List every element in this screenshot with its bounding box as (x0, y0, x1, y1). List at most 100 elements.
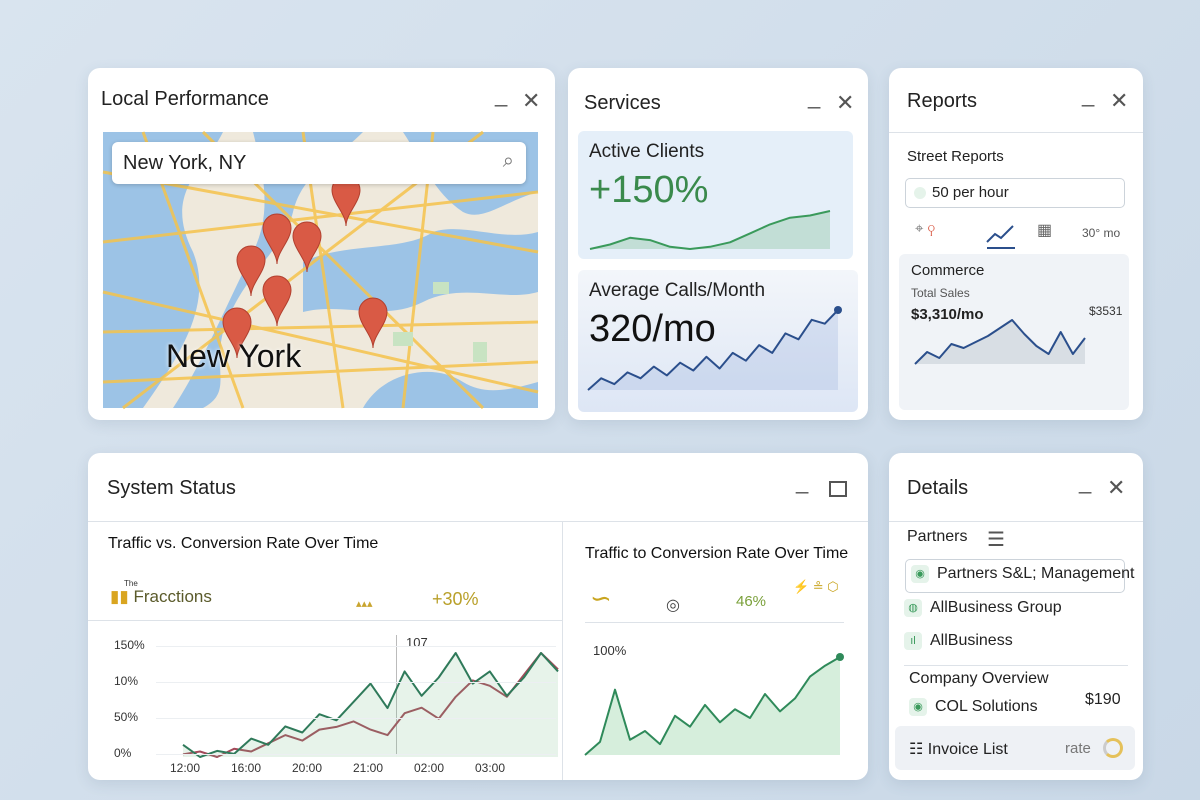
y-tick-label: 10% (114, 674, 139, 688)
line (587, 309, 839, 391)
active-card: Active Clients +150% (578, 131, 853, 259)
system-panel: System Status _ Traffic vs. Conversion R… (88, 453, 868, 780)
minimize[interactable]: _ (808, 84, 821, 109)
partner[interactable]: ıl AllBusiness (904, 632, 1013, 650)
brand-small: The (124, 579, 138, 588)
card-value: $3,310/mo (911, 306, 984, 323)
metric-value: +150% (589, 169, 709, 211)
partner[interactable]: ◉ Partners S&L; Management (911, 565, 1134, 583)
calls-trend (587, 306, 842, 391)
amount: $190 (1085, 691, 1121, 708)
grid-line (156, 682, 556, 683)
local-panel: Local Performance _ ✕ New York, NY ⌕ New… (88, 68, 555, 420)
search-box[interactable]: New York, NY ⌕ (112, 142, 526, 184)
partner-text: AllBusiness Group (930, 599, 1062, 617)
partner-text: AllBusiness (930, 632, 1013, 650)
x-tick-label: 12:00 (170, 761, 201, 775)
y-tick-label: 50% (114, 710, 139, 724)
line (584, 656, 841, 756)
card-label: Total Sales (911, 286, 970, 300)
invoice-text: Invoice List (927, 741, 1008, 758)
chart-tab[interactable] (986, 224, 1015, 249)
company-label: Company Overview (909, 670, 1049, 687)
metric-label: Active Clients (589, 141, 705, 162)
company[interactable]: ◉ COL Solutions (909, 698, 1038, 716)
panel-title: System Status (107, 477, 236, 499)
x-tick-label: 21:00 (353, 761, 384, 775)
y-tick-label: 0% (114, 746, 132, 760)
tool-icons[interactable]: ⌖ ⚲ (915, 220, 936, 237)
line (589, 210, 831, 250)
services-panel: Services _ ✕ Active Clients +150% Averag… (568, 68, 868, 420)
partner[interactable]: ◍ AllBusiness Group (904, 599, 1062, 617)
line (914, 319, 1086, 365)
section-label: Street Reports (907, 148, 1004, 165)
close[interactable]: ✕ (836, 90, 855, 115)
area (590, 211, 830, 249)
commerce-card: Commerce Total Sales $3,310/mo $3531 (899, 254, 1129, 410)
target-icon: ◎ (666, 597, 680, 614)
minimize[interactable]: _ (1079, 469, 1092, 494)
close[interactable]: ✕ (1107, 475, 1126, 500)
minimize[interactable]: _ (796, 469, 809, 494)
area (588, 310, 838, 390)
x-tick-label: 02:00 (414, 761, 445, 775)
rate-ring (1103, 738, 1123, 758)
right-trend (584, 653, 844, 756)
invoice-row[interactable]: ☷ Invoice List rate (895, 726, 1135, 770)
search-icon: ⌕ (502, 150, 514, 172)
panel-title: Details (907, 477, 969, 499)
period: 30° mo (1082, 226, 1121, 240)
line (182, 652, 559, 758)
grid-line (156, 646, 556, 647)
close[interactable]: ✕ (522, 88, 541, 113)
map-label: New York (166, 338, 302, 374)
panel-title: Local Performance (101, 88, 269, 110)
commerce-trend (914, 319, 1086, 365)
company-text: COL Solutions (935, 698, 1038, 716)
marker-label: 107 (406, 635, 428, 650)
maximize[interactable] (829, 481, 847, 497)
pct: 46% (736, 593, 767, 610)
minimize[interactable]: _ (1082, 82, 1095, 107)
active-trend (589, 210, 831, 250)
end-dot (836, 653, 844, 661)
minimize[interactable]: _ (495, 82, 508, 107)
mini-icon: ▴▴▴ (356, 598, 373, 610)
brand-text: Fracctions (133, 587, 212, 606)
grid-line (156, 718, 556, 719)
line (182, 652, 559, 758)
calls-card: Average Calls/Month 320/mo (578, 270, 858, 412)
rate-field[interactable]: 50 per hour (905, 178, 1125, 208)
x-tick-label: 20:00 (292, 761, 323, 775)
traffic-line (182, 652, 559, 758)
partner-field[interactable] (905, 559, 1125, 593)
rate-text: 50 per hour (932, 184, 1009, 201)
details-panel: Details _ ✕ Partners ☰ ◉ Partners S&L; Ma… (889, 453, 1143, 780)
card-alt: $3531 (1089, 304, 1123, 318)
change: +30% (432, 589, 479, 609)
search-text: New York, NY (123, 152, 247, 174)
calendar-icon[interactable]: ▦ (1037, 222, 1053, 239)
partners-label: Partners (907, 528, 968, 545)
list-icon[interactable]: ☰ (987, 529, 1005, 551)
chart-title: Traffic to Conversion Rate Over Time (585, 545, 849, 562)
reports-panel: Reports _ ✕ Street Reports 50 per hour ⌖… (889, 68, 1143, 420)
x-tick-label: 16:00 (231, 761, 262, 775)
end-dot (834, 306, 842, 314)
panel-title: Services (584, 92, 661, 114)
close[interactable]: ✕ (1110, 88, 1129, 113)
conversion-line (182, 652, 559, 758)
metric-label: Average Calls/Month (589, 280, 766, 301)
status-icons: ⚡ ≗ ⬡ (793, 579, 839, 594)
y-label: 100% (593, 643, 627, 658)
card-title: Commerce (911, 262, 985, 279)
panel-title: Reports (907, 90, 978, 112)
x-tick-label: 03:00 (475, 761, 506, 775)
logo-icon: ∽ (590, 583, 612, 613)
grid-line (156, 754, 556, 755)
chart-title: Traffic vs. Conversion Rate Over Time (108, 535, 379, 552)
area (183, 653, 558, 757)
area (585, 657, 840, 755)
